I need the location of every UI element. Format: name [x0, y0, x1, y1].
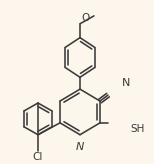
- Text: Cl: Cl: [33, 152, 43, 162]
- Text: N: N: [76, 142, 84, 152]
- Text: N: N: [122, 78, 130, 88]
- Text: O: O: [81, 13, 89, 23]
- Text: SH: SH: [130, 124, 144, 134]
